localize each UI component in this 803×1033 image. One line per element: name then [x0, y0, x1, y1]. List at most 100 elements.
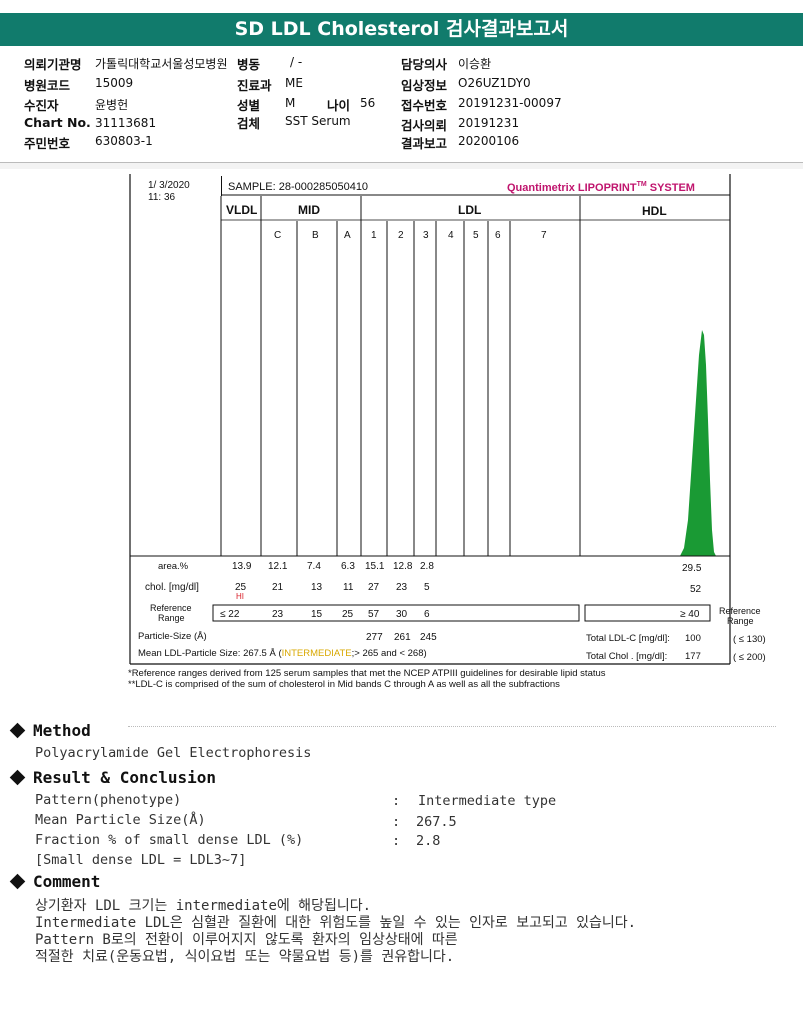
result-note: [Small dense LDL = LDL3~7]: [35, 852, 247, 868]
band-label: A: [344, 230, 351, 241]
area-label: area.%: [158, 561, 189, 572]
band-label: 6: [495, 230, 501, 241]
total-ldl-value: 100: [685, 633, 701, 644]
info-value: 56: [360, 96, 376, 110]
result-colon: :: [392, 814, 401, 830]
ref-value: 30: [396, 609, 408, 620]
total-chol-value: 177: [685, 651, 701, 662]
ref-label: Range: [158, 613, 185, 623]
band-label: 3: [423, 230, 429, 241]
info-value: / -: [290, 55, 303, 69]
group-label-ldl: LDL: [458, 203, 481, 217]
info-label: 진료과: [237, 78, 272, 93]
ref-value: 23: [272, 609, 284, 620]
result-colon: :: [392, 793, 401, 809]
band-label: C: [274, 230, 281, 241]
ref-value: 25: [342, 609, 354, 620]
info-label: 나이: [327, 98, 351, 113]
ref-label-right: Reference: [719, 606, 761, 616]
band-label: B: [312, 230, 319, 241]
ref-label-right: Range: [727, 616, 754, 626]
info-label: 임상정보: [401, 78, 448, 93]
divider-band: [0, 163, 803, 169]
info-label: 담당의사: [401, 57, 448, 72]
ref-value: ≤ 22: [220, 609, 240, 620]
band-label: 1: [371, 230, 377, 241]
ref-box-hdl: [584, 604, 711, 622]
chol-value: 25: [235, 582, 247, 593]
result-value: 2.8: [416, 833, 441, 849]
info-label: 결과보고: [401, 136, 448, 151]
info-label: 검사의뢰: [401, 118, 448, 133]
method-heading: Method: [9, 721, 91, 740]
result-label: Mean Particle Size(Å): [35, 812, 206, 828]
info-value: 가톨릭대학교서울성모병원: [95, 57, 228, 71]
result-value: 267.5: [416, 814, 457, 830]
info-value: 윤병헌: [95, 98, 129, 112]
band-label: 2: [398, 230, 404, 241]
electrophoresis-trace: [221, 330, 716, 556]
chol-label: chol. [mg/dl]: [145, 582, 199, 593]
ref-value: ≥ 40: [680, 609, 700, 620]
result-label: Pattern(phenotype): [35, 792, 182, 808]
info-value: 20191231: [458, 116, 520, 130]
particle-size-label: Particle-Size (Å): [138, 631, 207, 642]
particle-size: 261: [394, 632, 411, 643]
report-date: 1/ 3/2020: [148, 180, 190, 191]
result-label: Fraction % of small dense LDL (%): [35, 832, 304, 848]
info-value: 이승환: [458, 57, 492, 71]
info-label: 병동: [237, 57, 261, 72]
group-label-vldl: VLDL: [226, 203, 257, 217]
total-ldl-ref: ( ≤ 130): [733, 634, 766, 645]
mean-ldl-size: Mean LDL-Particle Size: 267.5 Å (INTERME…: [138, 648, 427, 659]
report-time: 11: 36: [148, 192, 175, 203]
info-label: 접수번호: [401, 98, 448, 113]
ref-box: [212, 604, 580, 622]
info-label: 의뢰기관명: [24, 57, 82, 72]
hi-flag: HI: [236, 592, 244, 601]
diamond-icon: [9, 873, 26, 890]
ref-value: 57: [368, 609, 380, 620]
header-tick: [221, 176, 222, 196]
info-value: M: [285, 96, 296, 110]
info-value: 31113681: [95, 116, 157, 130]
footnote-1: *Reference ranges derived from 125 serum…: [128, 668, 606, 679]
footnote-2: **LDL-C is comprised of the sum of chole…: [128, 679, 560, 690]
ref-label: Reference: [150, 603, 192, 613]
diamond-icon: [9, 769, 26, 786]
sample-id: SAMPLE: 28-000285050410: [228, 181, 368, 193]
brand-logo: Quantimetrix LIPOPRINTTM SYSTEM: [507, 181, 695, 194]
band-label: 4: [448, 230, 454, 241]
total-chol-ref: ( ≤ 200): [733, 652, 766, 663]
band-label: 5: [473, 230, 479, 241]
comment-line: Pattern B로의 전환이 이루어지지 않도록 환자의 임상상태에 따른: [35, 932, 458, 948]
info-value: ME: [285, 76, 303, 90]
chol-value: 11: [343, 582, 354, 593]
group-label-mid: MID: [298, 203, 320, 217]
method-text: Polyacrylamide Gel Electrophoresis: [35, 745, 312, 761]
area-value: 12.1: [268, 561, 288, 572]
chol-value: 27: [368, 582, 380, 593]
area-value: 7.4: [307, 561, 321, 572]
patient-info: 의뢰기관명 가톨릭대학교서울성모병원 병원코드 15009 수진자 윤병헌 Ch…: [0, 52, 803, 162]
area-value: 2.8: [420, 561, 434, 572]
info-value: SST Serum: [285, 114, 351, 128]
divider: [0, 162, 803, 163]
info-label: 수진자: [24, 98, 59, 113]
band-dividers: [220, 196, 581, 556]
info-value: 15009: [95, 76, 134, 90]
info-label: Chart No.: [24, 115, 91, 130]
comment-line: Intermediate LDL은 심혈관 질환에 대한 위험도를 높일 수 있…: [35, 915, 637, 931]
area-value: 6.3: [341, 561, 355, 572]
area-value: 12.8: [393, 561, 413, 572]
area-value: 15.1: [365, 561, 385, 572]
result-heading: Result & Conclusion: [9, 768, 216, 787]
ref-value: 15: [311, 609, 323, 620]
chol-value: 23: [396, 582, 408, 593]
comment-line: 상기환자 LDL 크기는 intermediate에 해당됩니다.: [35, 898, 372, 914]
area-value: 13.9: [232, 561, 252, 572]
particle-size: 277: [366, 632, 383, 643]
comment-line: 적절한 치료(운동요법, 식이요법 또는 약물요법 등)를 권유합니다.: [35, 949, 455, 965]
comment-heading: Comment: [9, 872, 100, 891]
